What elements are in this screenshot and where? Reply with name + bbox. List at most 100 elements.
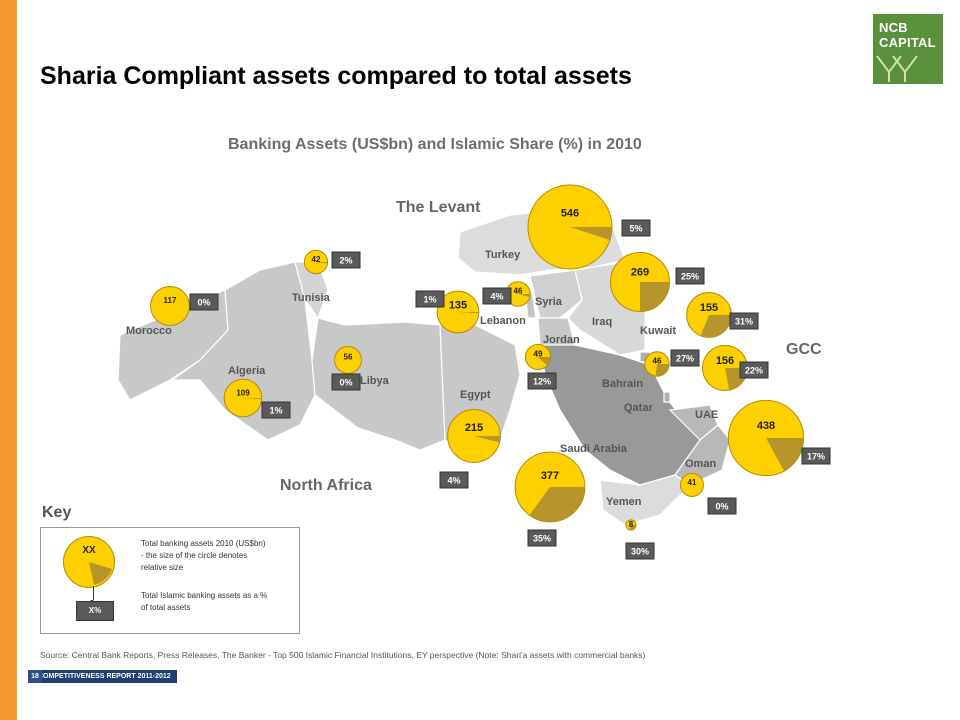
- share-box-iraq: [675, 267, 705, 285]
- islamic-wedge-kuwait: [700, 315, 732, 338]
- share-value-egypt: 4%: [447, 476, 460, 486]
- region-label-north-africa: North Africa: [280, 477, 372, 494]
- land-shapes: [117, 209, 731, 526]
- islamic-wedge-egypt: [474, 436, 501, 443]
- map-title: Banking Assets (US$bn) and Islamic Share…: [228, 136, 642, 153]
- share-value-turkey: 5%: [629, 224, 642, 234]
- share-value-lebanon: 1%: [423, 295, 436, 305]
- key-title: Key: [42, 504, 72, 521]
- share-value-kuwait: 31%: [735, 317, 753, 327]
- country-label-libya: Libya: [360, 375, 390, 387]
- share-box-tunisia: [331, 251, 361, 269]
- share-box-saudi-arabia: [527, 529, 557, 547]
- islamic-wedge-algeria: [243, 398, 262, 400]
- share-box-libya: [331, 373, 361, 391]
- share-value-syria: 4%: [490, 292, 503, 302]
- islamic-wedge-tunisia: [316, 262, 328, 264]
- islamic-wedge-syria: [518, 294, 531, 298]
- islamic-wedge-lebanon: [458, 312, 479, 314]
- share-box-uae: [801, 447, 831, 465]
- assets-value-bahrain: 46: [653, 357, 662, 366]
- country-label-iraq: Iraq: [592, 316, 612, 328]
- country-label-qatar: Qatar: [624, 402, 653, 414]
- share-value-oman: 0%: [715, 502, 728, 512]
- country-label-uae: UAE: [695, 409, 718, 421]
- share-box-yemen: [625, 542, 655, 560]
- share-box-oman: [707, 497, 737, 515]
- share-value-libya: 0%: [339, 378, 352, 388]
- key-assets-desc-2: - the size of the circle denotes: [141, 551, 248, 560]
- country-label-bahrain: Bahrain: [602, 378, 643, 390]
- assets-value-uae: 438: [757, 420, 775, 432]
- assets-value-tunisia: 42: [312, 255, 321, 264]
- country-label-turkey: Turkey: [485, 249, 521, 261]
- islamic-wedge-jordan: [538, 357, 551, 366]
- share-value-iraq: 25%: [681, 272, 699, 282]
- share-box-kuwait: [729, 312, 759, 330]
- share-value-saudi-arabia: 35%: [533, 534, 551, 544]
- logo-text-line1: NCB: [879, 20, 908, 35]
- share-box-lebanon: [415, 290, 445, 308]
- country-label-oman: Oman: [685, 458, 716, 470]
- share-value-yemen: 30%: [631, 547, 649, 557]
- slide-title: Sharia Compliant assets compared to tota…: [40, 62, 632, 90]
- bubble-libya: [334, 346, 362, 374]
- country-label-egypt: Egypt: [460, 389, 491, 401]
- key-wedge-icon: [89, 562, 112, 585]
- assets-value-yemen: 8: [629, 520, 634, 529]
- logo-emblem-icon: [876, 55, 918, 82]
- yemen-shape: [599, 474, 691, 526]
- share-box-egypt: [439, 471, 469, 489]
- islamic-wedge-iraq: [640, 282, 670, 312]
- assets-value-egypt: 215: [465, 422, 483, 434]
- islamic-wedge-saudi-arabia: [529, 487, 585, 522]
- source-note: Source: Central Bank Reports, Press Rele…: [40, 650, 646, 660]
- country-label-yemen: Yemen: [606, 496, 642, 508]
- country-label-jordan: Jordan: [543, 334, 580, 346]
- region-label-gcc: GCC: [786, 341, 822, 358]
- islamic-wedge-bahrain: [655, 364, 670, 377]
- share-box-qatar: [739, 361, 769, 379]
- key-assets-desc-1: Total banking assets 2010 (US$bn): [141, 539, 266, 548]
- assets-value-iraq: 269: [631, 267, 649, 279]
- country-label-lebanon: Lebanon: [480, 315, 526, 327]
- syria-shape: [529, 269, 583, 319]
- key-share-desc-1: Total Islamic banking assets as a %: [141, 591, 268, 600]
- share-box-morocco: [189, 293, 219, 311]
- share-box-algeria: [261, 401, 291, 419]
- share-value-qatar: 22%: [745, 366, 763, 376]
- share-box-syria: [482, 287, 512, 305]
- key-share-desc-2: of total assets: [141, 603, 191, 612]
- assets-value-lebanon: 135: [449, 300, 467, 312]
- share-value-uae: 17%: [807, 452, 825, 462]
- assets-value-algeria: 109: [236, 388, 250, 397]
- country-label-tunisia: Tunisia: [292, 292, 331, 304]
- share-box-turkey: [621, 219, 651, 237]
- assets-value-syria: 46: [514, 287, 523, 296]
- country-bubbles: 117 Morocco 0% 109 Algeria 1% 42 Tunisia 2% 56 Lib…: [126, 184, 831, 560]
- share-value-algeria: 1%: [269, 406, 282, 416]
- region-label-levant: The Levant: [396, 199, 481, 216]
- bubble-oman: [679, 472, 705, 498]
- legend-key: XX X% Total banking assets 2010 (US$bn) …: [40, 527, 300, 634]
- country-label-syria: Syria: [535, 296, 563, 308]
- orange-side-bar: [0, 0, 17, 720]
- assets-value-saudi-arabia: 377: [541, 470, 559, 482]
- footer-report-label: COMPETITIVENESS REPORT 2011-2012: [32, 670, 177, 683]
- assets-value-qatar: 156: [716, 355, 734, 367]
- key-assets-desc-3: relative size: [141, 563, 184, 572]
- country-label-morocco: Morocco: [126, 325, 172, 337]
- share-value-jordan: 12%: [533, 377, 551, 387]
- share-value-morocco: 0%: [197, 298, 210, 308]
- assets-value-turkey: 546: [561, 207, 579, 219]
- logo-text-line2: CAPITAL: [879, 35, 936, 50]
- assets-value-oman: 41: [688, 478, 697, 487]
- bubble-morocco: [150, 286, 190, 326]
- assets-value-morocco: 117: [164, 296, 177, 305]
- share-value-bahrain: 27%: [676, 354, 694, 364]
- key-sample-circle: XX: [63, 536, 115, 588]
- islamic-wedge-turkey: [570, 227, 612, 240]
- share-value-tunisia: 2%: [339, 256, 352, 266]
- ncb-capital-logo: NCB CAPITAL: [873, 14, 943, 84]
